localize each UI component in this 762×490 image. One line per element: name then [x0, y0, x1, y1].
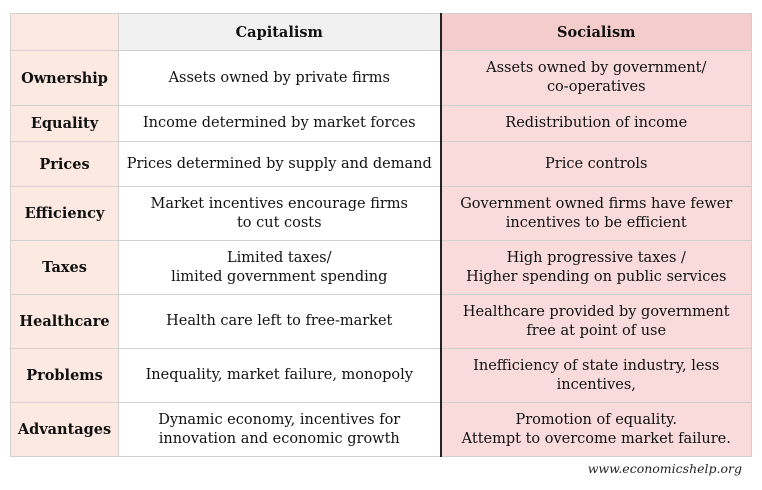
table-row: Ownership Assets owned by private firms … — [10, 50, 752, 106]
cell-line: Attempt to overcome market failure. — [461, 430, 731, 447]
row-label: Healthcare — [10, 294, 119, 349]
cell-line: Prices determined by supply and demand — [126, 155, 432, 172]
table-row: Problems Inequality, market failure, mon… — [10, 348, 752, 403]
socialism-cell: Price controls — [439, 141, 752, 187]
cell-line: Income determined by market forces — [142, 115, 416, 131]
cell-line: Assets owned by government/ — [486, 60, 707, 76]
cell-line: Inefficiency of state industry, less — [473, 357, 720, 374]
row-label: Problems — [10, 348, 119, 403]
header-row: Capitalism Socialism — [10, 13, 752, 51]
cell-line: Inequality, market failure, monopoly — [145, 367, 413, 383]
table-row: Taxes Limited taxes/limited government s… — [10, 240, 752, 295]
cell-line: Government owned firms have fewer — [460, 195, 733, 212]
cell-line: Healthcare provided by government — [462, 303, 730, 320]
table-row: Healthcare Health care left to free-mark… — [10, 294, 752, 349]
cell-line: Redistribution of income — [505, 115, 688, 131]
capitalism-cell: Health care left to free-market — [118, 294, 441, 349]
socialism-header: Socialism — [439, 13, 752, 51]
cell-line: to cut costs — [236, 214, 322, 231]
cell-line: Higher spending on public services — [466, 268, 727, 285]
socialism-cell: Healthcare provided by government free at… — [439, 294, 752, 349]
cell-line: Dynamic economy, incentives for — [158, 411, 401, 428]
corner-cell — [10, 13, 119, 51]
table-row: Efficiency Market incentives encourage f… — [10, 186, 752, 241]
cell-line: Price controls — [545, 155, 648, 172]
table-row: Prices Prices determined by supply and d… — [10, 141, 752, 187]
row-label: Taxes — [10, 240, 119, 295]
capitalism-cell: Income determined by market forces — [118, 105, 441, 142]
table-row: Equality Income determined by market for… — [10, 105, 752, 142]
socialism-cell: Promotion of equality. Attempt to overcom… — [439, 402, 752, 457]
capitalism-cell: Prices determined by supply and demand — [118, 141, 441, 187]
cell-line: co-operatives — [546, 79, 646, 95]
capitalism-cell: Market incentives encourage firms to cut … — [118, 186, 441, 241]
cell-line: Assets owned by private firms — [168, 69, 390, 86]
cell-line: Health care left to free-market — [166, 313, 393, 329]
cell-line: free at point of use — [526, 322, 667, 339]
capitalism-cell: Dynamic economy, incentives for innovatio… — [118, 402, 441, 457]
capitalism-cell: Assets owned by private firms — [118, 50, 441, 106]
cell-line: High progressive taxes / — [506, 249, 686, 266]
capitalism-header: Capitalism — [118, 13, 441, 51]
cell-line: Promotion of equality. — [515, 411, 678, 428]
cell-line: Market incentives encourage firms — [150, 195, 408, 212]
row-label: Prices — [10, 141, 119, 187]
cell-line: limited government spending — [171, 268, 388, 285]
row-label: Efficiency — [10, 186, 119, 241]
capitalism-cell: Inequality, market failure, monopoly — [118, 348, 441, 403]
socialism-cell: Assets owned by government/co-operatives — [439, 50, 752, 106]
cell-line: incentives, — [556, 376, 636, 393]
source-credit: www.economicshelp.org — [587, 461, 742, 476]
socialism-cell: Redistribution of income — [439, 105, 752, 142]
comparison-table: Capitalism Socialism Ownership Assets ow… — [10, 13, 752, 457]
socialism-cell: Government owned firms have fewer incenti… — [439, 186, 752, 241]
socialism-cell: Inefficiency of state industry, less ince… — [439, 348, 752, 403]
row-label: Equality — [10, 105, 119, 142]
cell-line: incentives to be efficient — [505, 214, 687, 231]
capitalism-cell: Limited taxes/limited government spendin… — [118, 240, 441, 295]
socialism-cell: High progressive taxes / Higher spending … — [439, 240, 752, 295]
table-row: Advantages Dynamic economy, incentives f… — [10, 402, 752, 457]
row-label: Advantages — [10, 402, 119, 457]
cell-line: Limited taxes/ — [226, 249, 332, 266]
row-label: Ownership — [10, 50, 119, 106]
cell-line: innovation and economic growth — [158, 430, 400, 447]
